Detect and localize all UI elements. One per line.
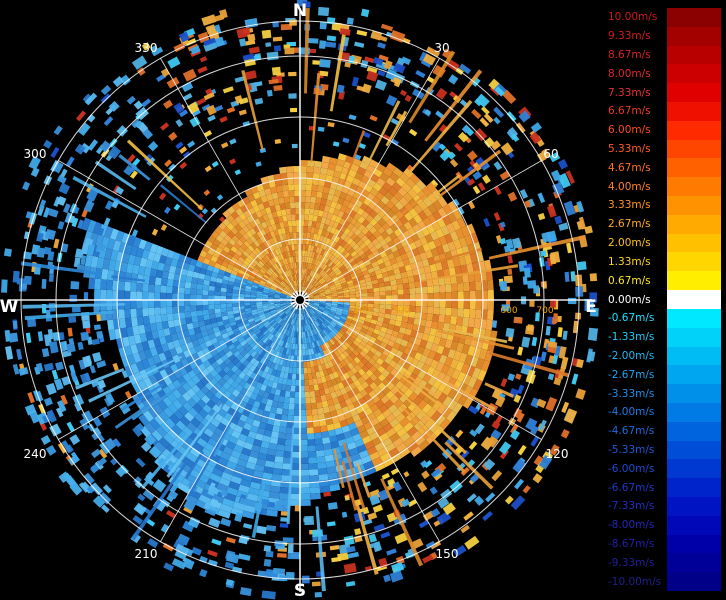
azimuth-line [299, 299, 440, 542]
scale-label: 4.00m/s [608, 180, 651, 193]
bearing-label-150: 150 [436, 547, 459, 561]
bearing-label-240: 240 [24, 447, 47, 461]
scale-swatch [667, 534, 721, 554]
scale-swatch [667, 158, 721, 178]
scale-swatch [667, 214, 721, 235]
scale-label: -7.33m/s [608, 500, 655, 513]
scale-swatch [667, 64, 721, 84]
scale-swatch [667, 402, 721, 423]
scale-swatch [667, 45, 721, 65]
scale-swatch [667, 252, 721, 272]
scale-swatch [667, 346, 721, 366]
scale-label: -9.33m/s [608, 556, 655, 569]
bearing-labels: N E S W 30 60 120 150 210 240 300 330 20… [0, 1, 597, 600]
bearing-label-210: 210 [135, 547, 158, 561]
velocity-echo-field [1, 0, 599, 600]
azimuth-line [299, 299, 542, 440]
scale-swatch [667, 553, 721, 573]
scale-swatch [667, 421, 721, 442]
scale-label: -8.00m/s [608, 519, 655, 532]
azimuth-line [299, 58, 440, 301]
scale-label: 6.67m/s [608, 105, 651, 118]
scale-label: -6.67m/s [608, 481, 655, 494]
scale-swatch [667, 308, 721, 329]
scale-label: -0.67m/s [608, 312, 655, 325]
scale-swatch [667, 102, 721, 122]
range-label-700: 700 [536, 306, 553, 316]
scale-label: -2.00m/s [608, 349, 655, 362]
scale-label: 5.33m/s [608, 143, 651, 156]
radar-origin-marker [290, 290, 310, 310]
scale-swatch [667, 459, 721, 479]
scale-swatch [667, 233, 721, 253]
scale-swatch [667, 177, 721, 197]
scale-label: 10.00m/s [608, 11, 658, 24]
bearing-label-30: 30 [434, 41, 449, 55]
compass-west-label: W [0, 297, 19, 317]
scale-label: -5.33m/s [608, 443, 655, 456]
scale-label: -1.33m/s [608, 331, 655, 344]
scale-label: 7.33m/s [608, 86, 651, 99]
scale-swatch [667, 496, 721, 517]
scale-label: -8.67m/s [608, 537, 655, 550]
scale-label: 2.67m/s [608, 218, 651, 231]
scale-swatch [667, 572, 721, 592]
scale-label: 2.00m/s [608, 237, 651, 250]
scale-label: 0.67m/s [608, 274, 651, 287]
scale-label: 1.33m/s [608, 255, 651, 268]
scale-label: -10.00m/s [608, 575, 662, 588]
scale-label: 9.33m/s [608, 30, 651, 43]
azimuth-line [299, 160, 542, 301]
scale-swatch [667, 478, 721, 498]
range-label-600: 600 [500, 306, 517, 316]
bearing-label-300: 300 [24, 147, 47, 161]
scale-label: -3.33m/s [608, 387, 655, 400]
azimuth-line [160, 299, 301, 542]
azimuth-line [58, 160, 301, 301]
azimuth-line [160, 58, 301, 301]
bearing-label-120: 120 [546, 447, 569, 461]
scale-label: 4.67m/s [608, 161, 651, 174]
scale-label: 0.00m/s [608, 293, 651, 306]
scale-label: -6.00m/s [608, 462, 655, 475]
scale-swatch [667, 440, 721, 460]
compass-south-label: S [294, 581, 306, 600]
scale-swatch [667, 290, 721, 310]
scale-label: 8.00m/s [608, 67, 651, 80]
scale-swatch [667, 384, 721, 404]
scale-label: -4.00m/s [608, 406, 655, 419]
scale-swatch [667, 8, 721, 28]
scale-label: -4.67m/s [608, 425, 655, 438]
compass-east-label: E [585, 297, 597, 317]
range-label-300: 300 [392, 306, 409, 316]
scale-swatch [667, 26, 721, 47]
bearing-label-60: 60 [543, 147, 558, 161]
scale-swatch [667, 196, 721, 216]
scale-swatch [667, 83, 721, 103]
scale-swatch [667, 327, 721, 347]
scale-swatch [667, 515, 721, 536]
scale-swatch [667, 139, 721, 159]
scale-label: 8.67m/s [608, 49, 651, 62]
range-ring-grid [8, 8, 592, 592]
scale-label: -2.67m/s [608, 368, 655, 381]
scale-swatch [667, 120, 721, 141]
scale-label: 3.33m/s [608, 199, 651, 212]
scale-swatch [667, 271, 721, 291]
range-label-200: 200 [353, 306, 370, 316]
scale-label: 6.00m/s [608, 124, 651, 137]
azimuth-line [58, 299, 301, 440]
velocity-color-scale: 10.00m/s 9.33m/s 8.67m/s 8.00m/s 7.33m/s 6.67… [606, 8, 721, 592]
compass-north-label: N [293, 1, 307, 21]
radar-velocity-display: N E S W 30 60 120 150 210 240 300 330 20… [0, 0, 599, 600]
bearing-label-330: 330 [135, 41, 158, 55]
scale-swatch [667, 365, 721, 385]
